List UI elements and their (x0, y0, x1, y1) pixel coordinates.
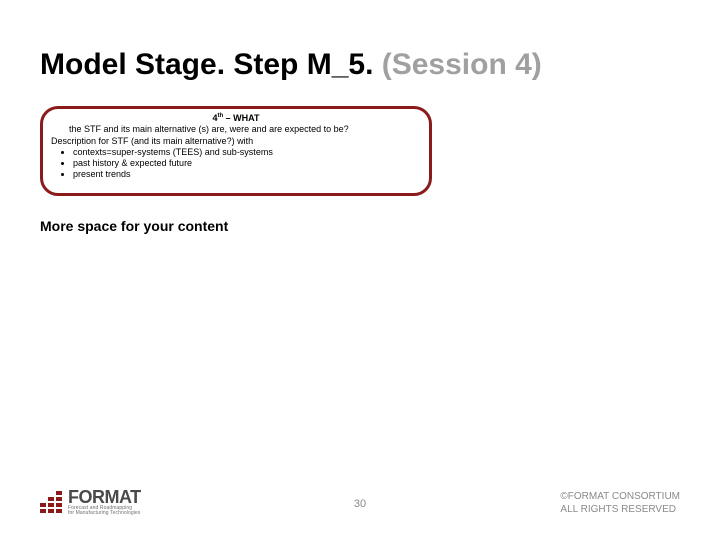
title-main: Model Stage. Step M_5. (40, 48, 382, 81)
box-line1: the STF and its main alternative (s) are… (69, 124, 421, 135)
box-header-rest: – WHAT (223, 113, 259, 123)
content-box: 4th – WHAT the STF and its main alternat… (40, 106, 432, 196)
logo-brand: FORMAT (68, 488, 141, 506)
slide-title: Model Stage. Step M_5. (Session 4) (40, 48, 542, 82)
footer-logo: FORMAT Forecast and Roadmapping for Manu… (40, 488, 141, 516)
box-bullets: contexts=super-systems (TEES) and sub-sy… (73, 147, 421, 181)
title-sub: (Session 4) (382, 48, 542, 81)
bullet-item: present trends (73, 169, 421, 180)
copyright: ©FORMAT CONSORTIUM ALL RIGHTS RESERVED (560, 490, 680, 516)
page-number: 30 (354, 498, 366, 510)
bullet-item: contexts=super-systems (TEES) and sub-sy… (73, 147, 421, 158)
logo-tagline-2: for Manufacturing Technologies (68, 511, 141, 516)
more-space-text: More space for your content (40, 218, 228, 234)
logo-bars-icon (40, 491, 62, 513)
box-header: 4th – WHAT (51, 113, 421, 124)
copyright-line-2: ALL RIGHTS RESERVED (560, 503, 680, 516)
box-line2: Description for STF (and its main altern… (51, 136, 421, 147)
bullet-item: past history & expected future (73, 158, 421, 169)
copyright-line-1: ©FORMAT CONSORTIUM (560, 490, 680, 503)
slide: Model Stage. Step M_5. (Session 4) 4th –… (0, 0, 720, 540)
logo-text: FORMAT Forecast and Roadmapping for Manu… (68, 488, 141, 516)
